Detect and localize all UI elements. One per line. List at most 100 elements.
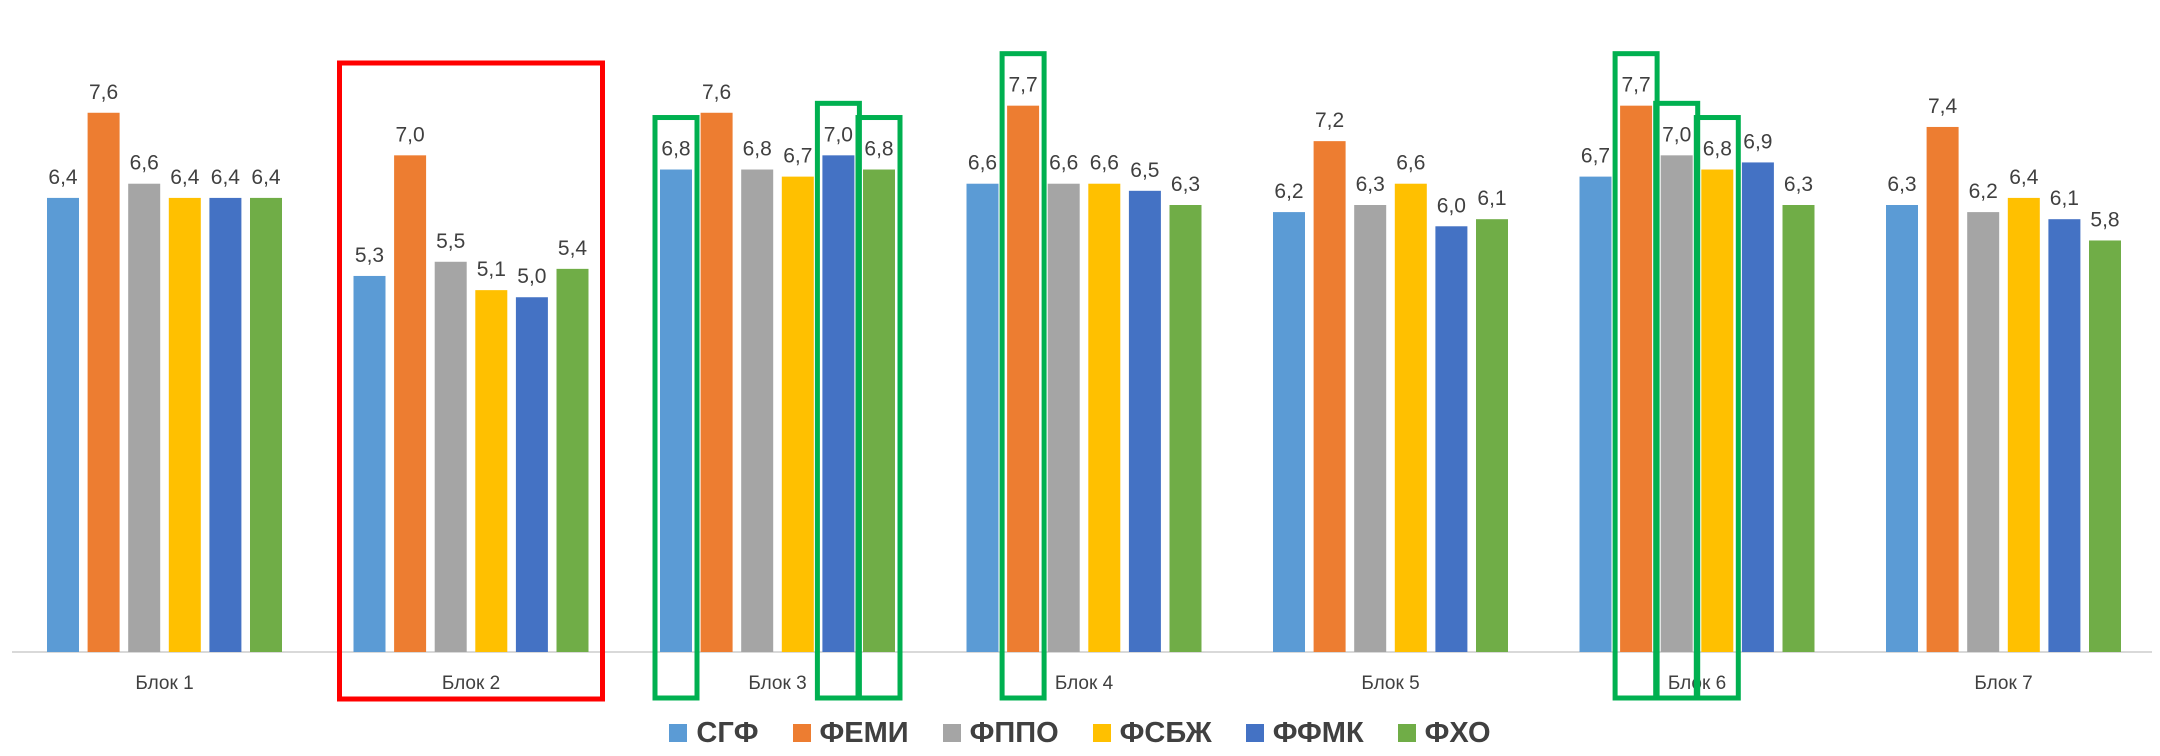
legend-label: ФППО <box>969 716 1059 749</box>
data-label: 6,4 <box>251 166 281 189</box>
category-label: Блок 5 <box>1361 673 1419 694</box>
bar-ФФМК-Блок-7 <box>2048 219 2081 652</box>
bar-СГФ-Блок-1 <box>47 197 79 652</box>
legend-swatch <box>1092 724 1111 742</box>
bar-ФЕМИ-Блок-6 <box>1620 105 1653 652</box>
legend-label: ФЕМИ <box>819 716 909 749</box>
category-label: Блок 4 <box>1055 673 1114 694</box>
bar-ФЕМИ-Блок-2 <box>394 155 427 653</box>
bar-ФХО-Блок-5 <box>1476 219 1508 652</box>
data-label: 6,4 <box>211 166 241 189</box>
bar-ФСБЖ-Блок-4 <box>1088 183 1121 652</box>
bar-ФППО-Блок-2 <box>434 261 467 652</box>
highlight-frames-layer <box>337 51 1741 702</box>
bar-ФСБЖ-Блок-7 <box>2007 197 2040 652</box>
legend-swatch <box>1245 724 1264 742</box>
bar-ФСБЖ-Блок-3 <box>781 176 814 652</box>
legend-item: ФХО <box>1397 716 1491 750</box>
category-label: Блок 7 <box>1974 673 2032 694</box>
data-label: 6,8 <box>864 138 893 161</box>
data-label: 5,3 <box>355 244 384 267</box>
data-label: 5,5 <box>436 230 465 253</box>
data-label: 6,6 <box>1396 152 1425 175</box>
legend-swatch <box>792 724 811 742</box>
data-label: 7,6 <box>702 81 731 104</box>
data-label: 6,7 <box>1581 145 1610 168</box>
data-label: 6,1 <box>2050 187 2079 210</box>
data-label: 5,0 <box>517 265 546 288</box>
data-label: 6,8 <box>661 138 690 161</box>
legend-swatch <box>669 724 688 742</box>
legend-item: ФФМК <box>1245 717 1364 750</box>
bar-ФЕМИ-Блок-5 <box>1313 141 1346 652</box>
legend-label: ФСБЖ <box>1119 716 1212 749</box>
highlight-frame-category <box>337 60 605 702</box>
data-label: 6,6 <box>1049 152 1078 175</box>
data-label: 7,6 <box>89 81 118 104</box>
highlight-frame-bar <box>1693 115 1741 701</box>
data-label: 7,0 <box>395 123 424 146</box>
data-label: 7,2 <box>1315 109 1344 132</box>
data-label: 6,0 <box>1437 194 1466 217</box>
bar-ФФМК-Блок-4 <box>1128 190 1161 653</box>
legend-swatch <box>1397 724 1416 742</box>
legend-item: ФСБЖ <box>1092 716 1212 750</box>
bar-ФХО-Блок-6 <box>1782 205 1815 652</box>
bar-ФФМК-Блок-1 <box>209 197 242 652</box>
bar-ФХО-Блок-4 <box>1169 205 1202 652</box>
legend-item: ФЕМИ <box>792 716 909 750</box>
data-label: 7,7 <box>1621 74 1650 97</box>
data-label: 7,4 <box>1928 95 1958 118</box>
legend: СГФ ФЕМИ ФППО ФСБЖ ФФМК ФХО <box>0 716 2160 750</box>
bar-ФФМК-Блок-6 <box>1741 162 1774 652</box>
bar-ФЕМИ-Блок-1 <box>87 112 120 652</box>
data-label: 5,4 <box>558 237 588 260</box>
bars-layer <box>47 105 2121 653</box>
data-label: 6,6 <box>130 152 159 175</box>
data-label: 6,6 <box>968 152 997 175</box>
legend-label: СГФ <box>696 716 759 749</box>
bar-СГФ-Блок-5 <box>1273 212 1305 652</box>
bar-ФППО-Блок-4 <box>1047 183 1080 652</box>
bar-ФППО-Блок-7 <box>1967 212 2000 652</box>
bar-ФСБЖ-Блок-5 <box>1394 183 1427 652</box>
data-label: 6,3 <box>1887 173 1916 196</box>
bar-ФСБЖ-Блок-6 <box>1701 169 1734 652</box>
legend-item: СГФ <box>669 716 759 750</box>
bar-ФСБЖ-Блок-1 <box>168 197 201 652</box>
category-label: Блок 3 <box>748 673 806 694</box>
data-label: 6,2 <box>1969 180 1998 203</box>
category-label: Блок 2 <box>442 673 500 694</box>
bar-ФППО-Блок-3 <box>741 169 774 652</box>
bar-ФЕМИ-Блок-4 <box>1007 105 1040 652</box>
highlight-frame-bar <box>855 115 903 701</box>
bar-ФХО-Блок-7 <box>2089 240 2121 652</box>
bar-СГФ-Блок-3 <box>660 169 692 652</box>
data-label: 6,9 <box>1743 130 1772 153</box>
data-label: 6,4 <box>48 166 78 189</box>
data-label: 7,7 <box>1008 74 1037 97</box>
bar-ФФМК-Блок-5 <box>1435 226 1468 653</box>
legend-swatch <box>942 724 961 742</box>
highlight-frame-bar <box>999 51 1047 701</box>
data-label: 6,8 <box>743 138 772 161</box>
bar-ФЕМИ-Блок-3 <box>700 112 733 652</box>
data-label: 6,4 <box>170 166 200 189</box>
bar-ФППО-Блок-6 <box>1660 155 1693 653</box>
bar-ФСБЖ-Блок-2 <box>475 290 508 652</box>
bar-СГФ-Блок-6 <box>1579 176 1612 652</box>
category-labels-layer: Блок 1 Блок 2 Блок 3 Блок 4 Блок 5 Блок 6 Блок… <box>135 673 2032 694</box>
bar-ФХО-Блок-2 <box>556 268 589 652</box>
data-label: 6,6 <box>1090 152 1119 175</box>
legend-item: ФППО <box>942 716 1059 750</box>
data-label: 7,0 <box>824 123 853 146</box>
bar-СГФ-Блок-2 <box>353 275 386 652</box>
legend-label: ФХО <box>1424 716 1491 749</box>
bar-ФЕМИ-Блок-7 <box>1926 126 1959 652</box>
bar-СГФ-Блок-7 <box>1886 205 1918 652</box>
bar-ФФМК-Блок-2 <box>515 297 548 652</box>
data-label: 6,3 <box>1784 173 1813 196</box>
data-label: 6,1 <box>1477 187 1506 210</box>
bar-ФХО-Блок-3 <box>863 169 895 652</box>
